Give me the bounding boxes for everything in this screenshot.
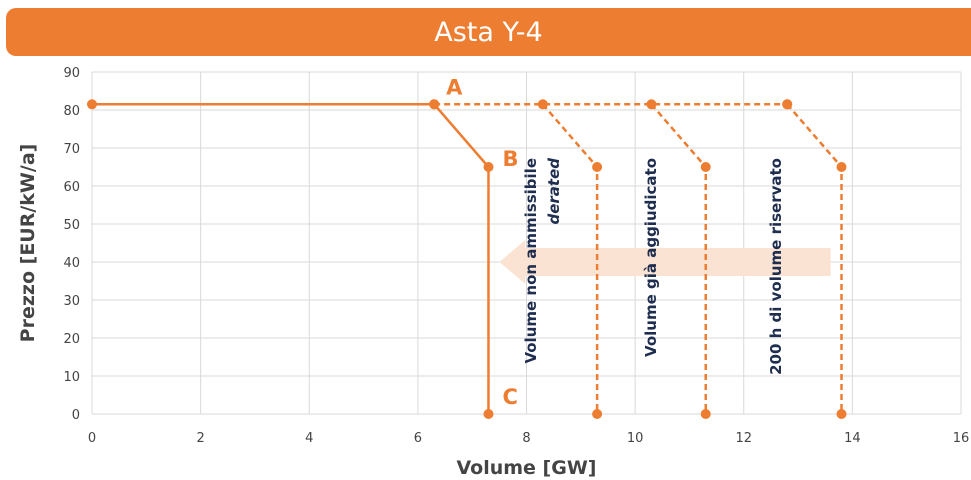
x-tick-label: 8 [522, 431, 530, 446]
x-tick-label: 12 [735, 431, 752, 446]
data-point [700, 409, 711, 419]
annotation-text: Volume non ammissibile [522, 158, 540, 364]
tick-labels: 0 10 20 30 40 50 60 70 80 90 0 2 4 6 8 10 12 14 16 [63, 66, 969, 446]
x-tick-label: 6 [414, 431, 422, 446]
x-tick-label: 4 [305, 431, 313, 446]
data-point [483, 162, 494, 172]
y-tick-label: 50 [63, 218, 80, 233]
y-tick-label: 20 [63, 332, 80, 347]
annotations: Volume non ammissibile derated Volume già … [522, 158, 785, 375]
data-point [592, 162, 603, 172]
data-point [537, 99, 548, 110]
chart-title-bar: Asta Y-4 [6, 8, 971, 56]
point-label-b: B [502, 147, 518, 171]
data-point [592, 409, 603, 419]
point-label-a: A [446, 75, 463, 99]
data-point [782, 99, 793, 110]
annotation-text: 200 h di volume riservato [767, 158, 785, 375]
arrow [499, 240, 831, 284]
data-point [87, 99, 97, 110]
y-tick-label: 30 [63, 294, 80, 309]
y-tick-label: 70 [63, 142, 80, 157]
y-tick-label: 10 [63, 370, 80, 385]
annotation-text: derated [545, 158, 563, 225]
x-tick-label: 2 [196, 431, 204, 446]
y-tick-label: 90 [63, 66, 80, 81]
y-tick-label: 40 [63, 256, 80, 271]
chart-title: Asta Y-4 [434, 16, 543, 48]
grid [91, 71, 962, 415]
x-tick-label: 16 [953, 431, 970, 446]
series-line-1 [92, 103, 490, 414]
x-tick-label: 10 [627, 431, 644, 446]
data-point [483, 409, 494, 419]
y-tick-label: 60 [63, 180, 80, 195]
series: A B C [87, 75, 847, 419]
y-tick-label: 80 [63, 104, 80, 119]
data-point [836, 162, 847, 172]
x-tick-label: 14 [844, 431, 861, 446]
x-tick-label: 0 [88, 431, 96, 446]
data-point [429, 99, 440, 110]
data-point [836, 409, 847, 419]
data-point [646, 99, 657, 110]
leftward-arrow [499, 240, 831, 284]
data-point [700, 162, 711, 172]
x-axis-title: Volume [GW] [457, 457, 597, 479]
annotation-text: Volume già aggiudicato [642, 158, 660, 357]
y-tick-label: 0 [72, 408, 80, 423]
point-label-c: C [502, 385, 517, 409]
y-axis-title: Prezzo [EUR/kW/a] [17, 144, 39, 343]
